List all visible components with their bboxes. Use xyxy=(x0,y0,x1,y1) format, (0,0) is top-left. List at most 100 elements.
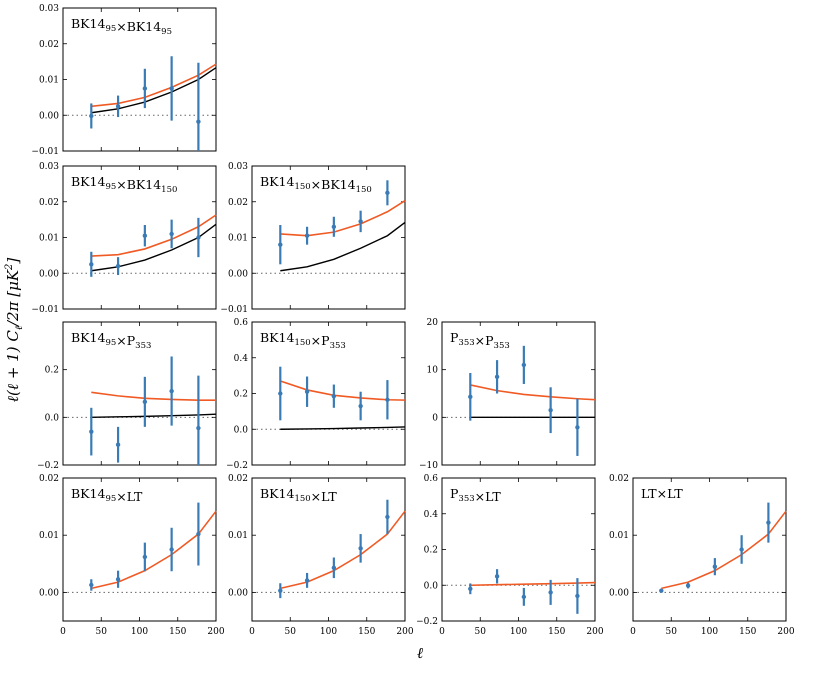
panel-4: −0.2 0.0 0.2 0.4 0.6 BK14150×P353 xyxy=(226,318,406,471)
data-point xyxy=(739,547,744,552)
panel-title-part: ×P xyxy=(475,333,494,348)
y-tick-label: 0.4 xyxy=(234,354,249,364)
panel-title-part: P xyxy=(450,330,458,345)
panel-1: −0.01 0.00 0.01 0.02 0.03 BK1495×BK14150 xyxy=(31,162,217,315)
panel-title-part: LT×LT xyxy=(641,486,683,501)
panel-title-part: ×LT xyxy=(311,489,338,504)
y-tick-label: 0.6 xyxy=(234,318,249,328)
data-point xyxy=(468,394,473,400)
model-curve xyxy=(91,391,216,401)
panel-title-part: 150 xyxy=(161,185,177,195)
y-tick-label: −0.01 xyxy=(220,305,248,315)
x-tick-label: 50 xyxy=(285,627,297,637)
data-point xyxy=(278,588,283,593)
data-point xyxy=(169,86,174,91)
x-tick-label: 150 xyxy=(169,627,186,637)
model-curve xyxy=(470,581,596,587)
panel-frame xyxy=(62,477,217,622)
data-point xyxy=(115,442,121,447)
panel-title: BK14150×BK14150 xyxy=(260,174,372,195)
data-point xyxy=(142,86,148,91)
panel-title-part: P xyxy=(450,486,458,501)
y-tick-label: 10 xyxy=(427,366,439,376)
panel-title-part: 95 xyxy=(105,338,116,348)
y-tick-label: −0.01 xyxy=(31,147,59,157)
panel-title-part: BK14 xyxy=(71,174,105,189)
data-point xyxy=(304,389,310,394)
data-point xyxy=(521,594,527,600)
y-tick-label: −0.2 xyxy=(37,461,59,471)
y-tick-label: 0.01 xyxy=(228,531,248,541)
lcdm-curve xyxy=(91,67,217,114)
y-tick-label: 0.02 xyxy=(39,474,59,484)
y-tick-label: 0.02 xyxy=(39,198,59,208)
data-point xyxy=(548,407,553,413)
panel-title-part: 353 xyxy=(458,494,474,504)
panel-title: BK14150×LT xyxy=(260,486,337,504)
y-tick-label: 0.0 xyxy=(45,413,60,423)
x-tick-label: 0 xyxy=(60,627,66,637)
panel-title-part: ×BK14 xyxy=(116,177,161,192)
x-tick-label: 200 xyxy=(586,627,603,637)
data-point xyxy=(712,564,718,569)
data-point xyxy=(358,546,363,551)
y-tick-label: 0.6 xyxy=(424,474,439,484)
data-point xyxy=(494,374,500,380)
data-point xyxy=(142,399,148,405)
x-tick-label: 200 xyxy=(207,627,224,637)
y-tick-label: 20 xyxy=(427,318,439,328)
panel-title: BK1495×P353 xyxy=(71,330,151,351)
panel-title-part: ×LT xyxy=(116,489,143,504)
y-tick-label: 0 xyxy=(432,413,438,423)
lcdm-curve xyxy=(280,221,406,272)
panel-title-part: 353 xyxy=(494,341,510,351)
y-tick-label: 0.00 xyxy=(609,588,629,598)
panel-title: BK1495×BK1495 xyxy=(71,16,172,37)
data-point xyxy=(494,574,500,579)
y-tick-label: −0.01 xyxy=(31,305,59,315)
panel-title-part: ×BK14 xyxy=(116,19,161,34)
panel-frame xyxy=(62,321,217,466)
model-curve xyxy=(91,63,217,108)
x-axis-label: ℓ xyxy=(417,644,423,662)
model-curve xyxy=(280,200,406,237)
ylabel-sup: 2 xyxy=(4,264,15,271)
panel-title-part: 95 xyxy=(105,182,116,192)
panel-title: P353×P353 xyxy=(450,330,510,351)
x-tick-label: 50 xyxy=(96,627,108,637)
y-tick-label: 0.03 xyxy=(39,162,59,172)
data-point xyxy=(385,190,390,196)
x-tick-label: 50 xyxy=(475,627,487,637)
data-point xyxy=(169,388,174,394)
data-point xyxy=(196,119,201,124)
y-tick-label: 0.01 xyxy=(609,531,629,541)
y-tick-label: −10 xyxy=(419,461,438,471)
y-tick-label: 0.02 xyxy=(609,474,629,484)
y-tick-label: 0.01 xyxy=(39,531,59,541)
data-point xyxy=(89,262,94,267)
panel-8: −0.2 0.0 0.2 0.4 0.6 0 50 100 150 200 P353×LT xyxy=(416,474,604,637)
x-tick-label: 0 xyxy=(439,627,445,637)
data-point xyxy=(685,583,691,588)
y-tick-label: 0.0 xyxy=(424,581,439,591)
data-point xyxy=(142,233,148,238)
panel-title: P353×LT xyxy=(450,486,501,504)
panel-grid: −0.010.000.010.020.03BK1495×BK1495−0.010… xyxy=(31,4,794,637)
panel-title-part: ×LT xyxy=(475,489,502,504)
model-curve xyxy=(91,214,217,257)
y-axis-label: ℓ(ℓ + 1) Cℓ/2π [μK2] xyxy=(4,258,25,403)
data-point xyxy=(385,514,390,520)
lcdm-curve xyxy=(280,426,406,430)
data-point xyxy=(521,362,527,368)
panel-title: LT×LT xyxy=(641,486,683,501)
x-tick-label: 150 xyxy=(739,627,756,637)
x-tick-label: 100 xyxy=(510,627,527,637)
panel-9: 0.00 0.01 0.02 0 50 100 150 200 LT×LT xyxy=(609,474,795,637)
x-tick-label: 150 xyxy=(358,627,375,637)
panel-frame xyxy=(62,165,217,310)
